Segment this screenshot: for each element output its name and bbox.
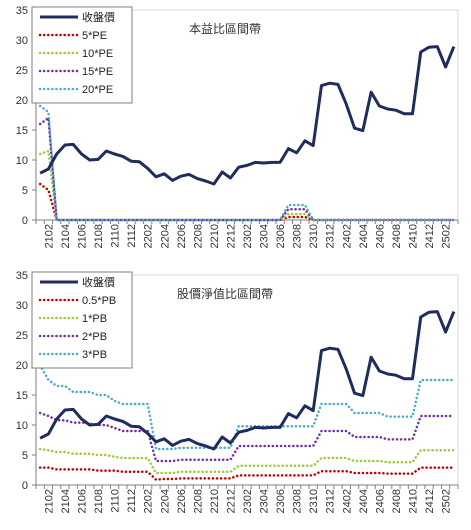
series-line-10xpe <box>38 149 456 222</box>
legend-label: 10*PE <box>82 48 113 60</box>
y-tick-label: 35 <box>16 5 28 17</box>
x-tick-label: 2204 <box>159 224 171 248</box>
pb-band-chart: 0 5 10 15 20 25 30 35 2102 2104 2106 2108 2110 2112 22… <box>16 270 459 513</box>
x-tick-label: 2502 <box>441 224 453 248</box>
x-tick-label: 2412 <box>424 224 436 248</box>
x-tick-label: 2308 <box>292 489 304 513</box>
y-tick-label: 10 <box>16 155 28 167</box>
x-tick-label: 2502 <box>441 489 453 513</box>
x-tick-label: 2212 <box>225 224 237 248</box>
pe-band-chart: 0 5 10 15 20 25 30 35 2102 2104 2106 2108 2110 2112 22… <box>16 5 459 248</box>
y-tick-label: 15 <box>16 390 28 402</box>
x-tick-label: 2406 <box>374 489 386 513</box>
x-tick-label: 2312 <box>325 489 337 513</box>
series-line-20xpe <box>38 104 456 222</box>
x-tick-label: 2404 <box>358 224 370 248</box>
x-tick-label: 2312 <box>325 224 337 248</box>
legend-label: 3*PB <box>82 349 107 361</box>
legend-box <box>31 271 133 369</box>
y-tick-label: 20 <box>16 360 28 372</box>
chart-title: 股價淨值比區間帶 <box>177 286 273 301</box>
x-tick-label: 2410 <box>407 489 419 513</box>
x-tick-label: 2102 <box>43 489 55 513</box>
x-tick-label: 2310 <box>308 489 320 513</box>
legend: 收盤價 5*PE 10*PE 15*PE 20*PE <box>31 6 133 104</box>
y-tick-label: 30 <box>16 300 28 312</box>
x-tick-label: 2206 <box>176 489 188 513</box>
legend-label: 5*PE <box>82 30 107 42</box>
x-tick-label: 2106 <box>77 489 89 513</box>
pe-band-chart-panel: 0 5 10 15 20 25 30 35 2102 2104 2106 2108 2110 2112 22… <box>15 5 459 249</box>
x-tick-label: 2408 <box>391 224 403 248</box>
x-tick-label: 2106 <box>77 224 89 248</box>
x-tick-label: 2302 <box>242 489 254 513</box>
x-tick-label: 2202 <box>143 224 155 248</box>
x-tick-label: 2210 <box>209 489 221 513</box>
x-tick-label: 2110 <box>110 224 122 248</box>
y-tick-label: 15 <box>16 125 28 137</box>
legend-label: 2*PB <box>82 331 107 343</box>
legend-label: 20*PE <box>82 84 113 96</box>
x-tick-label: 2304 <box>259 224 271 248</box>
x-tick-label: 2304 <box>259 489 271 513</box>
y-tick-label: 5 <box>22 450 28 462</box>
x-tick-label: 2104 <box>60 489 72 513</box>
y-tick-label: 25 <box>16 330 28 342</box>
x-tick-label: 2404 <box>358 489 370 513</box>
chart-title: 本益比區間帶 <box>189 22 261 36</box>
series-line-5xpe <box>38 182 456 222</box>
series-line-close <box>39 310 456 451</box>
x-tick-label: 2306 <box>275 489 287 513</box>
x-tick-label: 2408 <box>391 489 403 513</box>
x-tick-label: 2112 <box>126 489 138 513</box>
x-tick-label: 2206 <box>176 224 188 248</box>
legend-label: 收盤價 <box>82 10 115 24</box>
x-tick-label: 2208 <box>192 489 204 513</box>
legend-label: 1*PB <box>82 313 107 325</box>
series-line-3xpb <box>38 363 456 451</box>
x-tick-label: 2204 <box>159 489 171 513</box>
x-tick-label: 2202 <box>143 489 155 513</box>
y-tick-label: 10 <box>16 420 28 432</box>
x-tick-label: 2112 <box>126 224 138 248</box>
series-line-2xpb <box>38 411 456 463</box>
x-tick-label: 2412 <box>424 489 436 513</box>
x-tick-label: 2406 <box>374 224 386 248</box>
legend-label: 收盤價 <box>82 275 115 289</box>
legend: 收盤價 0.5*PB 1*PB 2*PB 3*PB <box>31 271 133 369</box>
x-tick-label: 2108 <box>93 489 105 513</box>
series-line-0_5xpb <box>38 466 456 481</box>
x-tick-label: 2308 <box>292 224 304 248</box>
x-tick-label: 2402 <box>341 224 353 248</box>
x-tick-label: 2306 <box>275 224 287 248</box>
x-tick-label: 2210 <box>209 224 221 248</box>
y-tick-label: 0 <box>22 480 28 492</box>
y-tick-label: 0 <box>22 215 28 227</box>
series-line-1xpb <box>38 447 456 475</box>
x-tick-label: 2108 <box>93 224 105 248</box>
y-tick-label: 30 <box>16 35 28 47</box>
legend-label: 0.5*PB <box>82 295 116 307</box>
x-tick-label: 2110 <box>110 489 122 513</box>
series-line-15xpe <box>38 115 456 222</box>
x-tick-label: 2208 <box>192 224 204 248</box>
x-tick-label: 2102 <box>43 224 55 248</box>
x-tick-label: 2302 <box>242 224 254 248</box>
y-tick-label: 5 <box>22 185 28 197</box>
x-tick-label: 2410 <box>407 224 419 248</box>
y-tick-label: 35 <box>16 270 28 282</box>
pb-band-chart-panel: 0 5 10 15 20 25 30 35 2102 2104 2106 2108 2110 2112 22… <box>0 265 471 530</box>
series-line-close <box>39 45 456 186</box>
x-tick-label: 2212 <box>225 489 237 513</box>
y-tick-label: 25 <box>16 65 28 77</box>
x-tick-label: 2104 <box>60 224 72 248</box>
y-tick-label: 20 <box>16 95 28 107</box>
x-tick-label: 2310 <box>308 224 320 248</box>
x-tick-label: 2402 <box>341 489 353 513</box>
legend-box <box>31 6 133 104</box>
legend-label: 15*PE <box>82 66 113 78</box>
